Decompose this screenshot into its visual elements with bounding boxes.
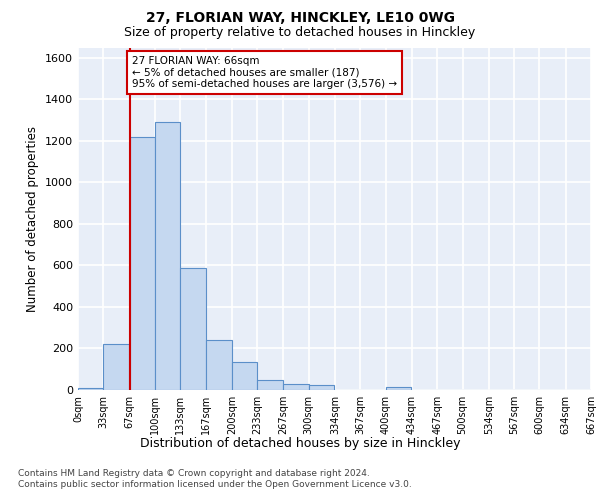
- Text: Contains HM Land Registry data © Crown copyright and database right 2024.: Contains HM Land Registry data © Crown c…: [18, 469, 370, 478]
- Text: Contains public sector information licensed under the Open Government Licence v3: Contains public sector information licen…: [18, 480, 412, 489]
- Text: 27, FLORIAN WAY, HINCKLEY, LE10 0WG: 27, FLORIAN WAY, HINCKLEY, LE10 0WG: [146, 12, 455, 26]
- Y-axis label: Number of detached properties: Number of detached properties: [26, 126, 40, 312]
- Bar: [130, 137, 155, 390]
- Bar: [386, 387, 411, 390]
- Bar: [78, 388, 103, 390]
- Bar: [155, 122, 180, 390]
- Text: Size of property relative to detached houses in Hinckley: Size of property relative to detached ho…: [124, 26, 476, 39]
- Text: Distribution of detached houses by size in Hinckley: Distribution of detached houses by size …: [140, 438, 460, 450]
- Text: 27 FLORIAN WAY: 66sqm
← 5% of detached houses are smaller (187)
95% of semi-deta: 27 FLORIAN WAY: 66sqm ← 5% of detached h…: [132, 56, 397, 89]
- Bar: [180, 268, 206, 390]
- Bar: [257, 380, 283, 390]
- Bar: [309, 385, 334, 390]
- Bar: [206, 340, 232, 390]
- Bar: [232, 362, 257, 390]
- Bar: [103, 344, 129, 390]
- Bar: [283, 384, 309, 390]
